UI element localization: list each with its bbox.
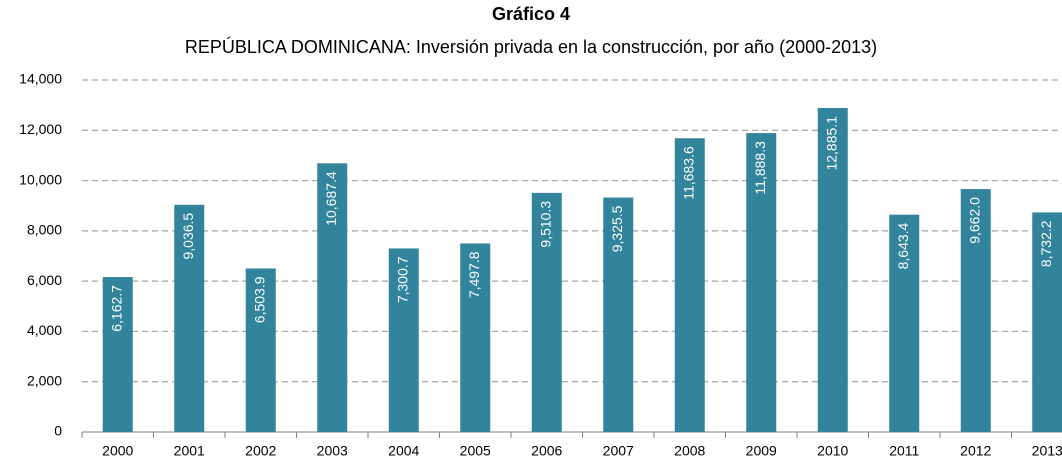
bar	[603, 197, 634, 432]
y-tick-label: 12,000	[19, 121, 62, 137]
value-label: 9,325.5	[609, 205, 625, 252]
bar	[674, 138, 705, 433]
value-label: 10,687.4	[323, 171, 339, 226]
value-label: 8,643.4	[895, 222, 911, 269]
chart-title: Gráfico 4	[492, 4, 570, 24]
bar	[317, 163, 348, 433]
value-label: 6,503.9	[251, 276, 267, 323]
x-tick-label: 2003	[317, 443, 348, 459]
bar	[746, 133, 777, 432]
x-tick-label: 2012	[960, 443, 991, 459]
value-label: 9,510.3	[537, 201, 553, 248]
y-tick-label: 0	[54, 423, 62, 439]
bar	[531, 192, 562, 432]
y-tick-label: 2,000	[27, 372, 62, 388]
bar	[388, 248, 419, 432]
value-label: 11,888.3	[752, 141, 768, 195]
x-tick-label: 2004	[388, 443, 419, 459]
x-tick-label: 2009	[746, 443, 777, 459]
x-tick-label: 2013	[1032, 443, 1062, 459]
bar	[245, 268, 276, 432]
y-tick-label: 10,000	[19, 171, 62, 187]
value-label: 8,732.2	[1038, 220, 1054, 267]
x-tick-label: 2011	[889, 443, 919, 459]
value-label: 6,162.7	[108, 285, 124, 332]
x-tick-label: 2008	[674, 443, 705, 459]
value-label: 9,036.5	[180, 213, 196, 260]
bar	[102, 277, 133, 432]
x-tick-label: 2000	[102, 443, 133, 459]
x-tick-label: 2006	[531, 443, 562, 459]
value-label: 9,662.0	[966, 197, 982, 244]
x-tick-label: 2002	[245, 443, 276, 459]
y-tick-label: 6,000	[27, 272, 62, 288]
bar	[460, 243, 491, 432]
value-label: 7,300.7	[394, 256, 410, 303]
x-tick-label: 2010	[817, 443, 848, 459]
bar	[889, 214, 920, 432]
y-tick-label: 4,000	[27, 322, 62, 338]
chart-subtitle: REPÚBLICA DOMINICANA: Inversión privada …	[185, 36, 877, 57]
value-label: 11,683.6	[680, 146, 696, 200]
bar	[817, 108, 848, 432]
x-tick-label: 2005	[460, 443, 491, 459]
value-label: 12,885.1	[823, 116, 839, 171]
y-tick-label: 8,000	[27, 222, 62, 238]
x-tick-label: 2007	[603, 443, 634, 459]
bar	[960, 189, 991, 432]
value-label: 7,497.8	[466, 251, 482, 298]
x-tick-label: 2001	[174, 443, 205, 459]
y-tick-label: 14,000	[19, 71, 62, 87]
bar	[1032, 212, 1062, 432]
bar	[174, 204, 205, 432]
